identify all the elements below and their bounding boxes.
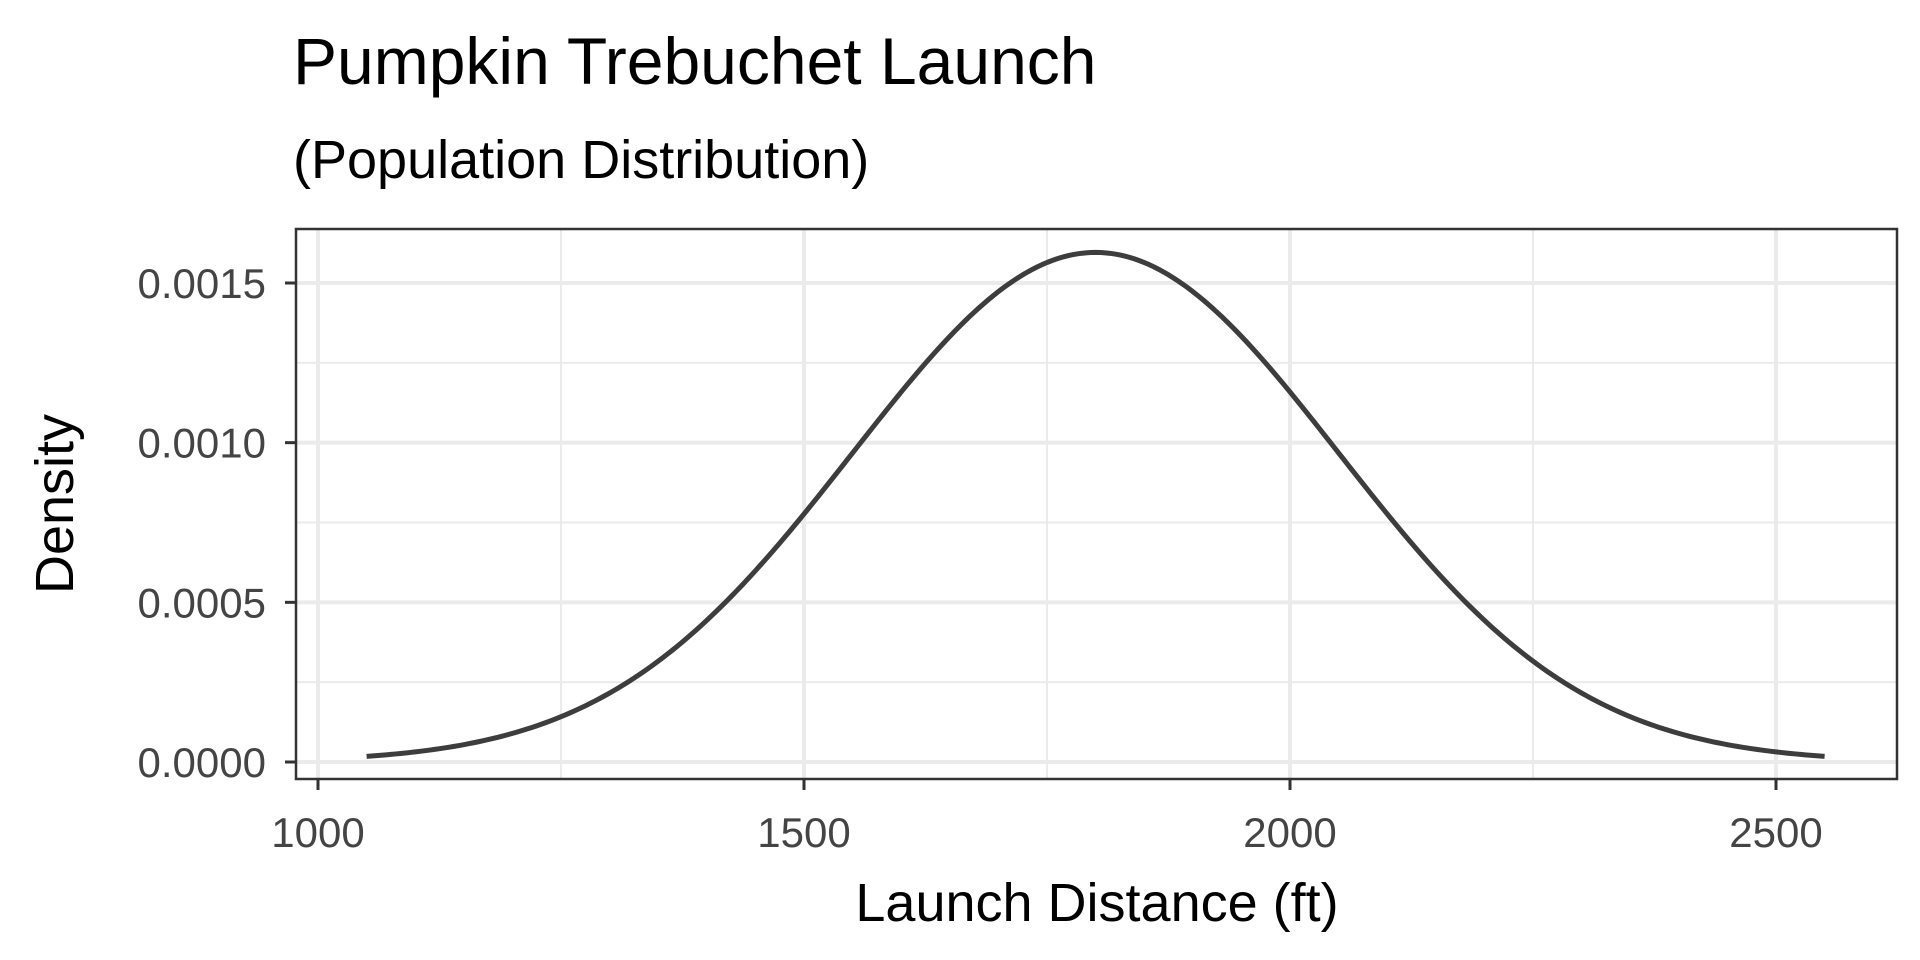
x-tick-label: 2500 bbox=[1729, 809, 1822, 856]
axes: 1000 1500 2000 2500 0.0000 0.0005 0.0010 0.0015 bbox=[138, 260, 1823, 856]
chart-title: Pumpkin Trebuchet Launch bbox=[293, 24, 1097, 98]
y-tick-label: 0.0000 bbox=[138, 739, 266, 786]
x-tick-label: 1000 bbox=[271, 809, 364, 856]
y-tick-label: 0.0015 bbox=[138, 260, 266, 307]
x-tick-label: 1500 bbox=[757, 809, 850, 856]
density-curve bbox=[366, 249, 1825, 759]
x-axis-title: Launch Distance (ft) bbox=[855, 873, 1338, 933]
y-axis-title: Density bbox=[25, 414, 85, 594]
x-tick-label: 2000 bbox=[1243, 809, 1336, 856]
y-tick-label: 0.0005 bbox=[138, 579, 266, 626]
chart-subtitle: (Population Distribution) bbox=[293, 130, 869, 190]
grid bbox=[296, 229, 1897, 779]
panel-border bbox=[294, 227, 1899, 781]
plot-area bbox=[366, 249, 1825, 759]
y-tick-label: 0.0010 bbox=[138, 420, 266, 467]
